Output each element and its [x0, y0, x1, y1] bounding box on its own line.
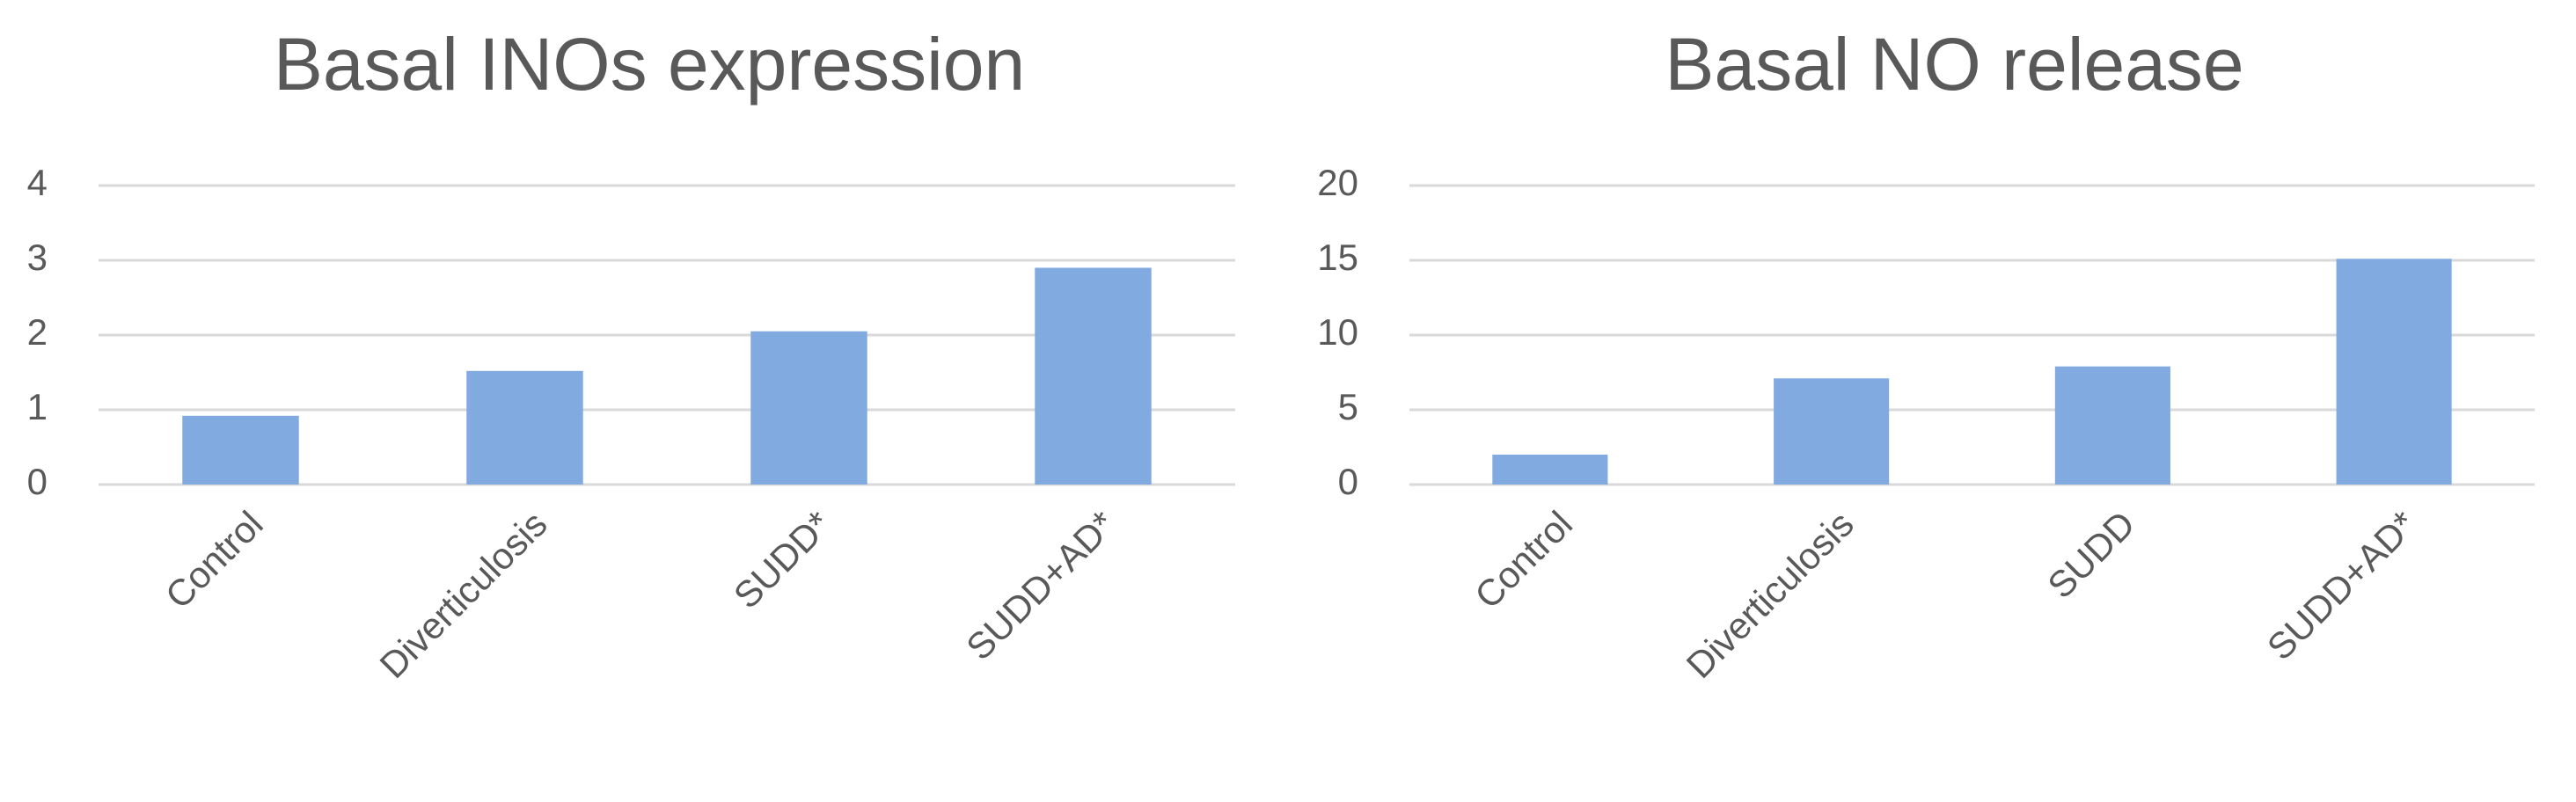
y-tick-label: 10	[1317, 311, 1358, 353]
y-tick-label: 3	[27, 237, 48, 278]
y-tick-label: 0	[1338, 461, 1358, 502]
bar	[466, 370, 583, 485]
bar	[1774, 378, 1890, 485]
y-tick-label: 4	[27, 162, 48, 203]
x-tick-label: SUDD*	[726, 503, 839, 616]
x-tick-label: SUDD+AD*	[958, 503, 1123, 668]
bar	[750, 331, 867, 485]
x-tick-label: Control	[157, 503, 271, 616]
y-tick-label: 20	[1317, 162, 1358, 203]
bar	[1492, 455, 1608, 485]
y-tick-label: 5	[1338, 386, 1358, 427]
y-tick-label: 15	[1317, 237, 1358, 278]
bar	[2054, 366, 2170, 485]
chart-title: Basal NO release	[1665, 23, 2243, 106]
x-tick-label: SUDD	[2039, 503, 2142, 606]
bar	[182, 415, 299, 485]
x-tick-label: SUDD+AD*	[2259, 503, 2425, 668]
x-tick-label: Control	[1467, 503, 1580, 616]
x-tick-label: Diverticulosis	[1679, 503, 1862, 686]
y-tick-label: 2	[27, 311, 48, 353]
y-tick-label: 1	[27, 386, 48, 427]
y-tick-label: 0	[27, 461, 48, 502]
bar	[1035, 267, 1152, 485]
bar	[2336, 259, 2452, 485]
chart-title: Basal INOs expression	[274, 23, 1025, 106]
x-tick-label: Diverticulosis	[372, 503, 555, 686]
